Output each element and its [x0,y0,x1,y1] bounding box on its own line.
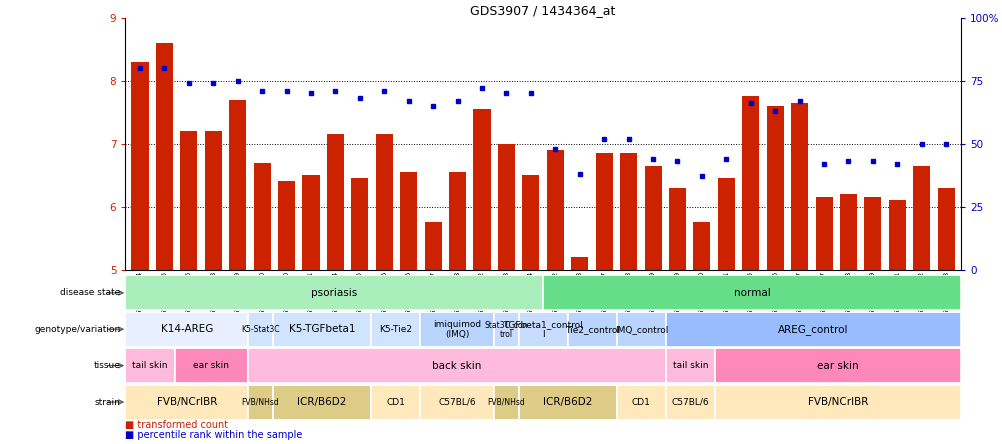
Bar [741,96,759,270]
Text: C57BL/6: C57BL/6 [438,397,476,407]
Text: ICR/B6D2: ICR/B6D2 [542,397,592,407]
Bar [665,385,714,420]
Bar [273,385,371,420]
Bar [248,385,273,420]
Bar [518,312,567,347]
Bar [913,166,930,270]
Text: IMQ_control: IMQ_control [614,325,667,334]
Text: K5-TGFbeta1: K5-TGFbeta1 [289,324,355,334]
Bar [888,200,905,270]
Bar [644,166,661,270]
Bar [174,348,248,383]
Text: tissue: tissue [93,361,120,370]
Bar [665,312,960,347]
Bar [449,172,466,270]
Bar [546,150,563,270]
Title: GDS3907 / 1434364_at: GDS3907 / 1434364_at [470,4,615,16]
Text: Stat3C_con
trol: Stat3C_con trol [484,320,527,339]
Bar [420,385,494,420]
Bar [254,163,271,270]
Bar [248,312,273,347]
Text: genotype/variation: genotype/variation [34,325,120,334]
Bar [376,134,393,270]
Text: CD1: CD1 [631,397,650,407]
Bar [497,144,514,270]
Bar [864,197,881,270]
Bar [766,106,783,270]
Text: disease state: disease state [60,288,120,297]
Bar [155,43,172,270]
Bar [518,385,616,420]
Text: ■ percentile rank within the sample: ■ percentile rank within the sample [125,430,303,440]
Bar [595,153,612,270]
Bar [131,62,148,270]
Text: ICR/B6D2: ICR/B6D2 [297,397,347,407]
Bar [619,153,636,270]
Text: K5-Tie2: K5-Tie2 [379,325,412,334]
Bar [424,222,441,270]
Text: tail skin: tail skin [132,361,167,370]
Bar [125,312,248,347]
Text: back skin: back skin [432,361,481,371]
Text: TGFbeta1_control
l: TGFbeta1_control l [503,320,582,339]
Bar [714,385,960,420]
Bar [692,222,709,270]
Bar [668,188,685,270]
Bar [839,194,856,270]
Bar [303,175,320,270]
Bar [616,385,665,420]
Text: normal: normal [732,288,770,298]
Text: Tie2_control: Tie2_control [564,325,619,334]
Bar [543,275,960,310]
Text: ■ transformed count: ■ transformed count [125,420,228,430]
Bar [278,182,295,270]
Bar [494,312,518,347]
Bar [791,103,808,270]
Bar [717,178,734,270]
Bar [714,348,960,383]
Bar [248,348,665,383]
Bar [125,275,543,310]
Bar [125,348,174,383]
Bar [420,312,494,347]
Text: K14-AREG: K14-AREG [160,324,212,334]
Text: tail skin: tail skin [672,361,707,370]
Bar [400,172,417,270]
Bar [665,348,714,383]
Text: FVB/NCrIBR: FVB/NCrIBR [807,397,868,407]
Bar [180,131,197,270]
Bar [371,385,420,420]
Bar [522,175,539,270]
Text: ear skin: ear skin [817,361,858,371]
Text: AREG_control: AREG_control [778,324,848,335]
Text: imiquimod
(IMQ): imiquimod (IMQ) [433,320,481,339]
Bar [273,312,371,347]
Bar [616,312,665,347]
Text: FVB/NCrIBR: FVB/NCrIBR [156,397,216,407]
Bar [494,385,518,420]
Bar [371,312,420,347]
Bar [204,131,221,270]
Text: ear skin: ear skin [193,361,229,370]
Bar [125,385,248,420]
Text: FVB/NHsd: FVB/NHsd [241,397,280,407]
Text: FVB/NHsd: FVB/NHsd [487,397,525,407]
Bar [815,197,832,270]
Text: K5-Stat3C: K5-Stat3C [241,325,280,334]
Text: psoriasis: psoriasis [311,288,357,298]
Text: strain: strain [94,397,120,407]
Bar [473,109,490,270]
Bar [567,312,616,347]
Bar [937,188,954,270]
Bar [327,134,344,270]
Text: CD1: CD1 [386,397,405,407]
Bar [229,99,246,270]
Bar [351,178,368,270]
Text: C57BL/6: C57BL/6 [671,397,708,407]
Bar [571,257,588,270]
